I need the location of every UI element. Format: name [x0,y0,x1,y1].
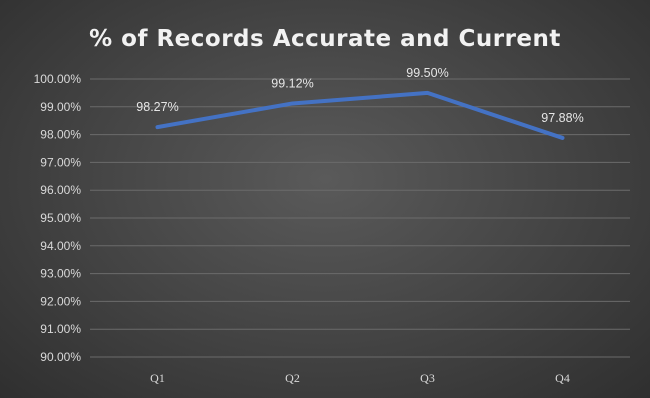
data-label: 98.27% [136,100,178,114]
y-tick-label: 98.00% [40,128,81,142]
x-tick-label: Q2 [285,371,300,385]
data-label: 97.88% [541,111,583,125]
gridlines [90,78,630,358]
y-tick-label: 94.00% [40,239,81,253]
y-tick-label: 93.00% [40,267,81,281]
data-label: 99.12% [271,76,313,90]
y-tick-label: 100.00% [34,72,82,86]
x-tick-label: Q1 [150,371,165,385]
y-tick-label: 96.00% [40,183,81,197]
y-tick-label: 97.00% [40,155,81,169]
y-tick-label: 91.00% [40,322,81,336]
data-label: 99.50% [406,66,448,80]
x-tick-label: Q4 [555,371,570,385]
series-layer [155,90,565,140]
x-tick-label: Q3 [420,371,435,385]
series-line [155,90,565,140]
y-tick-label: 92.00% [40,294,81,308]
y-axis-ticks: 90.00% 91.00% 92.00% 93.00% 94.00% 95.00% 96.0… [34,72,82,364]
y-tick-label: 99.00% [40,100,81,114]
data-labels: 98.27% 99.12% 99.50% 97.88% [136,66,583,125]
x-axis-ticks: Q1 Q2 Q3 Q4 [150,371,570,385]
y-tick-label: 95.00% [40,211,81,225]
y-tick-label: 90.00% [40,350,81,364]
chart-title: % of Records Accurate and Current [89,26,561,52]
